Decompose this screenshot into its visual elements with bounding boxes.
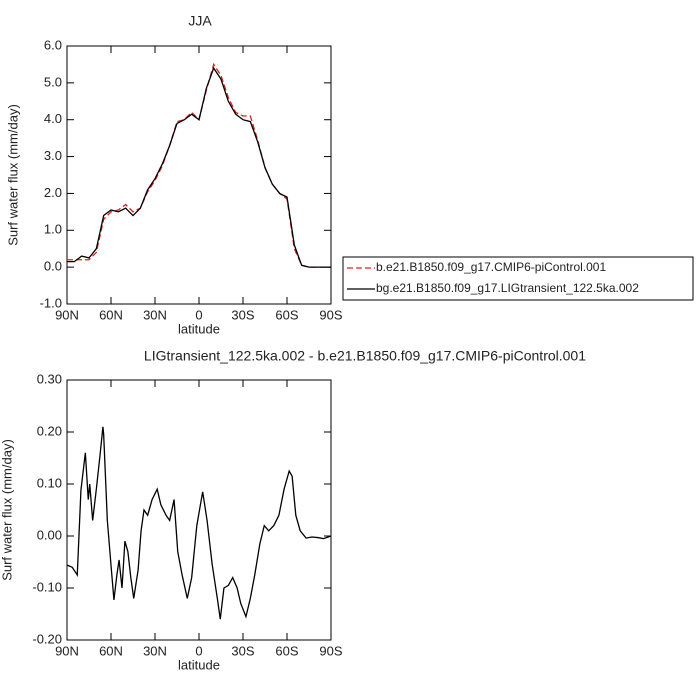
x-tick-label: 30N xyxy=(143,307,167,322)
y-tick-label: 0.0 xyxy=(44,259,62,274)
y-tick-label: -0.10 xyxy=(32,579,62,594)
y-tick-label: 0.10 xyxy=(37,475,62,490)
y-tick-label: 0.20 xyxy=(37,423,62,438)
data-line xyxy=(67,66,331,268)
chart-title: JJA xyxy=(188,13,212,29)
y-tick-label: 4.0 xyxy=(44,111,62,126)
x-tick-label: 30N xyxy=(143,643,167,658)
chart-title: LIGtransient_122.5ka.002 - b.e21.B1850.f… xyxy=(144,348,586,364)
y-tick-label: 2.0 xyxy=(44,185,62,200)
y-axis-label: Surf water flux (mm/day) xyxy=(0,439,14,581)
x-tick-label: 30S xyxy=(231,643,254,658)
data-line xyxy=(66,426,332,620)
x-axis-label: latitude xyxy=(178,657,220,672)
x-tick-label: 90N xyxy=(55,307,79,322)
x-axis-label: latitude xyxy=(178,321,220,336)
legend: b.e21.B1850.f09_g17.CMIP6-piControl.001b… xyxy=(342,256,694,301)
x-tick-label: 60N xyxy=(99,307,123,322)
legend-box xyxy=(342,256,694,301)
x-tick-label: 60S xyxy=(275,307,298,322)
y-axis-label: Surf water flux (mm/day) xyxy=(5,104,20,246)
legend-label: bg.e21.B1850.f09_g17.LIGtransient_122.5k… xyxy=(376,281,639,295)
legend-label: b.e21.B1850.f09_g17.CMIP6-piControl.001 xyxy=(376,260,606,274)
y-tick-label: -0.20 xyxy=(32,631,62,646)
x-tick-label: 60N xyxy=(99,643,123,658)
plot-frame xyxy=(66,45,332,305)
x-tick-label: 90N xyxy=(55,643,79,658)
y-tick-label: 6.0 xyxy=(44,37,62,52)
x-tick-label: 60S xyxy=(275,643,298,658)
x-tick-label: 0 xyxy=(195,643,202,658)
y-tick-label: 3.0 xyxy=(44,148,62,163)
x-tick-label: 30S xyxy=(231,307,254,322)
y-tick-label: 1.0 xyxy=(44,222,62,237)
y-tick-label: 0.30 xyxy=(37,371,62,386)
y-tick-label: -1.0 xyxy=(40,295,62,310)
x-tick-label: 0 xyxy=(195,307,202,322)
data-line xyxy=(67,62,331,268)
y-tick-label: 5.0 xyxy=(44,74,62,89)
x-tick-label: 90S xyxy=(319,307,342,322)
y-tick-label: 0.00 xyxy=(37,527,62,542)
x-tick-label: 90S xyxy=(319,643,342,658)
